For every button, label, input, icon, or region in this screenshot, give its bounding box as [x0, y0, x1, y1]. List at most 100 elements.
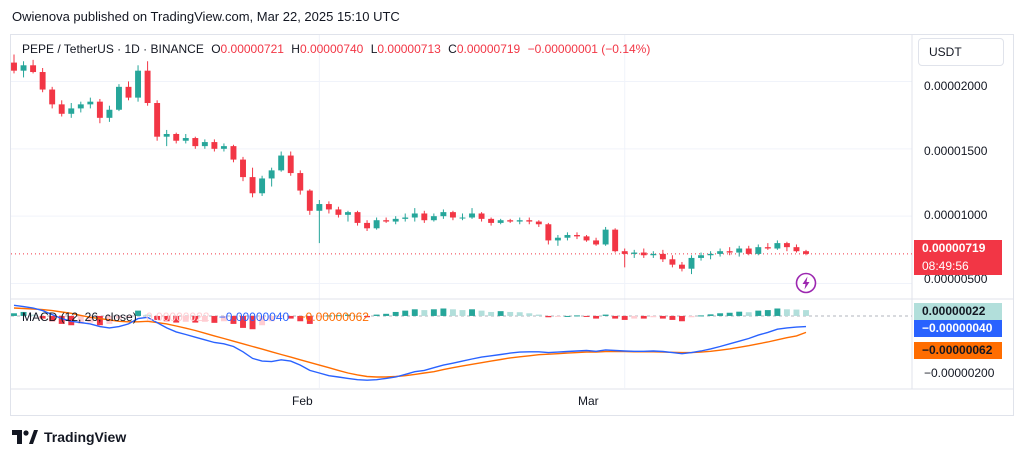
- symbol-label[interactable]: PEPE / TetherUS · 1D · BINANCE: [22, 42, 204, 56]
- macd-hist-bar: [297, 315, 304, 322]
- candle-body: [173, 133, 180, 141]
- macd-hist-bar: [230, 315, 237, 324]
- macd-hist-bar: [726, 312, 733, 316]
- macd-hist-bar: [764, 310, 771, 316]
- candle-body: [154, 103, 161, 137]
- time-label-mar: Mar: [578, 394, 599, 408]
- macd-hist-bar: [220, 315, 227, 322]
- macd-lines: [13, 304, 807, 381]
- candle-body: [469, 213, 475, 218]
- macd-hist-bar: [488, 311, 495, 316]
- macd-axis-tick: −0.00000200: [924, 366, 995, 380]
- candle-body: [793, 247, 800, 252]
- macd-hist-bar: [135, 310, 142, 316]
- macd-hist-bar: [77, 315, 84, 324]
- macd-hist-bar: [182, 315, 189, 322]
- candle-body: [783, 243, 790, 248]
- candle-body: [554, 237, 561, 241]
- candle-body: [449, 212, 456, 218]
- candle-body: [736, 248, 743, 253]
- candle-body: [125, 86, 132, 98]
- macd-hist-bar: [459, 310, 466, 316]
- candle-body: [688, 257, 695, 269]
- macd-hist-bar: [116, 315, 122, 319]
- low-label: L: [370, 42, 378, 56]
- macd-hist-bar: [383, 313, 390, 316]
- candle-body: [488, 218, 495, 223]
- macd-hist-bar: [526, 313, 533, 316]
- macd-hist-bar: [803, 310, 809, 316]
- candle-body: [345, 212, 351, 215]
- macd-hist-bar: [402, 310, 409, 316]
- time-label-feb: Feb: [292, 394, 313, 408]
- macd-hist-bar: [717, 313, 724, 316]
- macd-legend-hist: 0.00000022: [146, 310, 210, 324]
- candle-body: [421, 213, 428, 221]
- candle-body: [182, 138, 189, 141]
- macd-hist-bar: [364, 315, 371, 318]
- candle-body: [325, 204, 332, 210]
- tradingview-logo-icon: [12, 430, 38, 444]
- currency-button[interactable]: USDT: [918, 38, 1004, 66]
- candle-body: [220, 146, 227, 149]
- last-price-tag: 0.00000719: [914, 240, 1002, 257]
- macd-line: [13, 304, 807, 381]
- macd-hist-bar: [373, 314, 380, 316]
- macd-hist-bar: [793, 309, 800, 316]
- macd-hist-bar: [574, 315, 580, 317]
- high-label: H: [291, 42, 300, 56]
- macd-hist-bar: [593, 315, 600, 319]
- close-label: C: [448, 42, 457, 56]
- candle-body: [278, 155, 285, 171]
- macd-hist-bar: [240, 315, 246, 328]
- macd-legend-signal: −0.00000062: [298, 310, 369, 324]
- candle-body: [402, 217, 409, 219]
- macd-hist-bar: [20, 311, 27, 316]
- price-tick: 0.00001000: [924, 208, 988, 222]
- price-tick: 0.00002000: [924, 79, 988, 93]
- macd-title[interactable]: MACD (12, 26, close): [22, 310, 137, 324]
- candle-body: [478, 213, 485, 219]
- candle-body: [49, 89, 56, 105]
- publish-caption: Owienova published on TradingView.com, M…: [12, 9, 400, 24]
- candle-body: [116, 86, 122, 110]
- change-value: −0.00000001 (−0.14%): [527, 42, 651, 56]
- close-value: 0.00000719: [456, 42, 521, 56]
- tradingview-logo[interactable]: TradingView: [12, 429, 126, 445]
- candle-body: [745, 248, 752, 254]
- lightning-icon[interactable]: [795, 272, 817, 294]
- candle-body: [135, 70, 142, 98]
- candles: [11, 54, 809, 275]
- candle-body: [316, 204, 323, 211]
- macd-hist-bar: [583, 315, 590, 317]
- macd-line-tag: −0.00000040: [914, 320, 1002, 337]
- countdown-tag: 08:49:56: [914, 257, 1002, 275]
- macd-hist-bar: [144, 314, 151, 316]
- macd-hist-bar: [698, 315, 704, 317]
- candle-body: [68, 108, 75, 114]
- macd-hist-bar: [259, 315, 266, 326]
- chart-frame[interactable]: [10, 34, 1014, 416]
- candle-body: [459, 217, 466, 219]
- candle-body: [659, 253, 666, 260]
- candle-body: [564, 235, 571, 238]
- macd-hist-bar: [507, 311, 514, 316]
- macd-hist-bar: [335, 315, 342, 317]
- macd-hist-bar: [545, 315, 552, 318]
- candle-body: [259, 178, 266, 194]
- candle-body: [803, 251, 809, 254]
- macd-legend-macd: −0.00000040: [218, 310, 290, 324]
- macd-hist-bar: [201, 315, 208, 322]
- candle-body: [526, 220, 533, 222]
- macd-hist-bar: [96, 315, 103, 326]
- open-label: O: [211, 42, 221, 56]
- candle-body: [535, 221, 542, 225]
- candle-body: [240, 159, 246, 178]
- signal-line-tag: −0.00000062: [914, 342, 1002, 359]
- macd-hist-bar: [411, 309, 418, 316]
- macd-hist-bar: [249, 315, 256, 330]
- candle-body: [583, 236, 590, 241]
- candle-body: [306, 190, 313, 211]
- candle-body: [364, 222, 371, 229]
